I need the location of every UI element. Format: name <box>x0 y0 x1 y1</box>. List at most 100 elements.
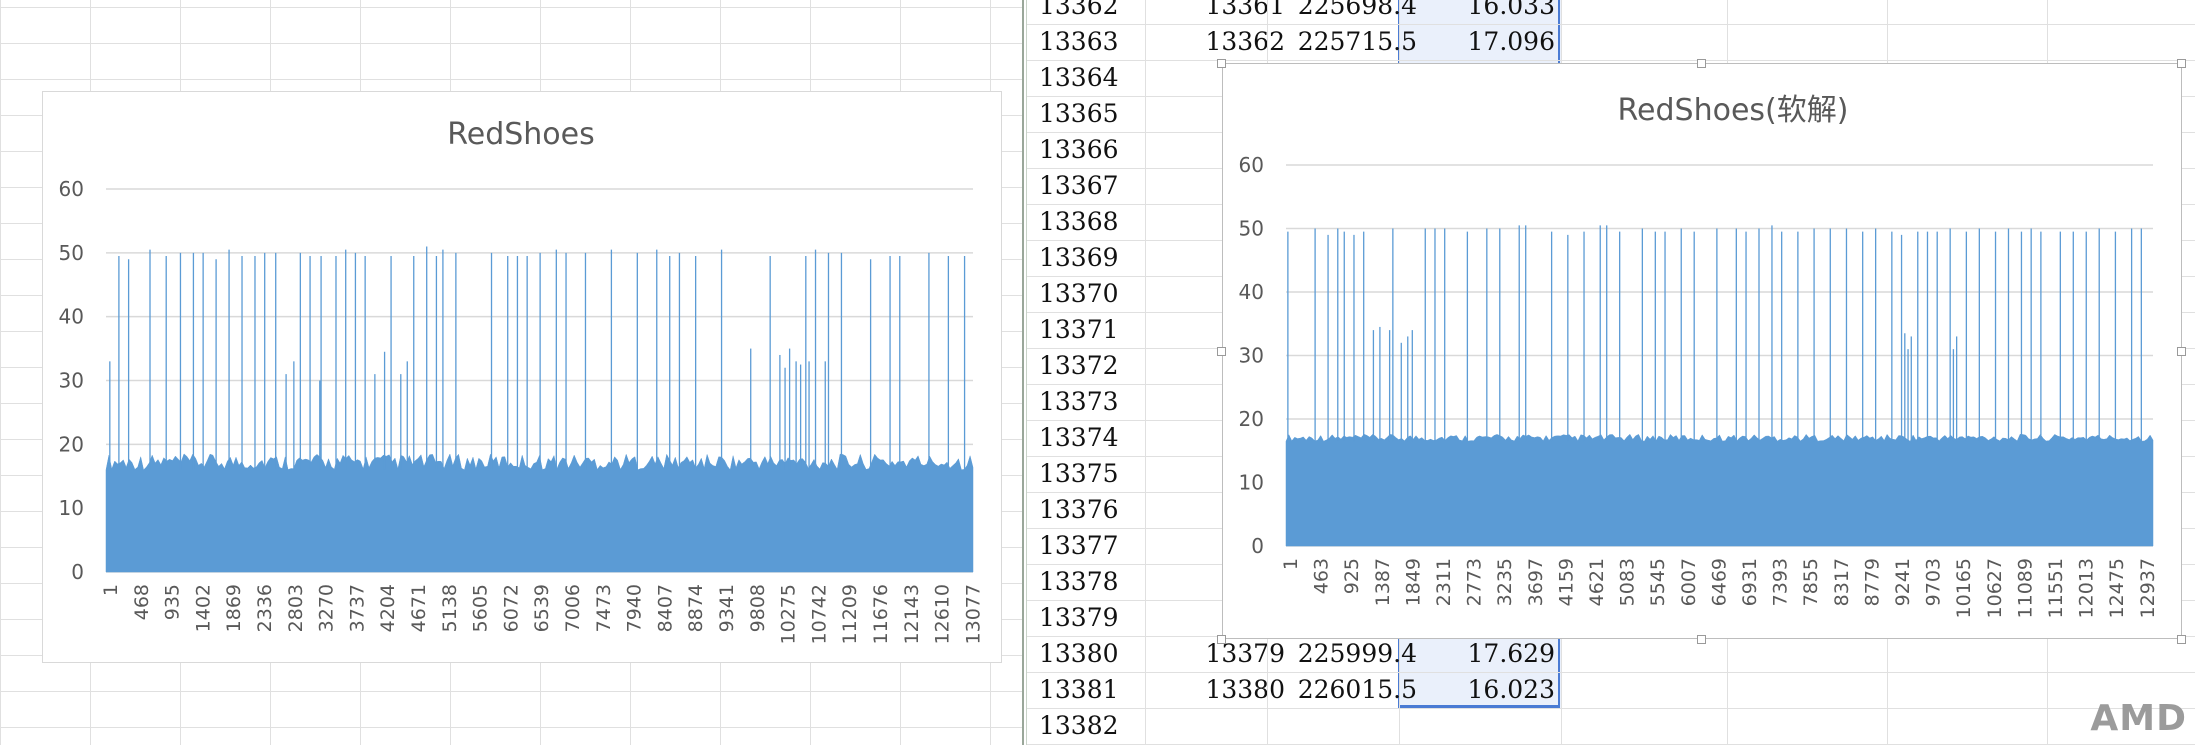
cell-col-c[interactable]: 226015.5 <box>1297 675 1417 704</box>
row-header[interactable]: 13363 <box>1039 27 1119 56</box>
x-tick-label: 4204 <box>377 584 399 632</box>
row-header[interactable]: 13381 <box>1039 675 1119 704</box>
x-tick-label: 5083 <box>1617 558 1639 606</box>
chart-redshoes-soft-decode[interactable]: RedShoes(软解) 0 10 20 30 40 50 60 1 463 925 1387 1849… <box>1222 63 2182 639</box>
x-tick-label: 3235 <box>1494 558 1516 606</box>
cell-col-d[interactable]: 17.096 <box>1467 27 1555 56</box>
x-tick-label: 11089 <box>2014 558 2036 618</box>
resize-handle-mr[interactable] <box>2177 347 2186 356</box>
cell-col-c[interactable]: 225698.4 <box>1297 0 1417 20</box>
cell-col-b[interactable]: 13380 <box>1205 675 1285 704</box>
x-tick-label: 925 <box>1341 558 1363 594</box>
row-header[interactable]: 13382 <box>1039 711 1119 740</box>
x-tick-label: 10165 <box>1953 558 1975 618</box>
chart-redshoes-soft-decode-svg: RedShoes(软解) 0 10 20 30 40 50 60 1 463 925 1387 1849… <box>1239 93 2159 618</box>
row-header[interactable]: 13378 <box>1039 567 1119 596</box>
row-header[interactable]: 13371 <box>1039 315 1119 344</box>
resize-handle-bc[interactable] <box>1697 635 1706 644</box>
row-header[interactable]: 13369 <box>1039 243 1119 272</box>
x-tick-label: 2803 <box>285 584 307 632</box>
x-tick-label: 1869 <box>223 584 245 632</box>
cell-col-c[interactable]: 225999.4 <box>1297 639 1417 668</box>
cell-col-d[interactable]: 16.033 <box>1467 0 1555 20</box>
x-tick-label: 8874 <box>685 584 707 632</box>
cell-col-b[interactable]: 13361 <box>1205 0 1285 20</box>
row-gridline <box>1027 708 2195 709</box>
x-tick-label: 6539 <box>531 584 553 632</box>
series-area <box>1285 433 2154 547</box>
cell-col-c[interactable]: 225715.5 <box>1297 27 1417 56</box>
column-gridline <box>1145 0 1146 745</box>
x-tick-label: 11551 <box>2045 558 2067 618</box>
row-header[interactable]: 13366 <box>1039 135 1119 164</box>
row-header[interactable]: 13362 <box>1039 0 1119 20</box>
x-tick-label: 6072 <box>500 584 522 632</box>
y-tick-label: 30 <box>59 369 84 393</box>
x-tick-label: 7473 <box>593 584 615 632</box>
cell-col-b[interactable]: 13379 <box>1205 639 1285 668</box>
row-gridline <box>1027 60 2195 61</box>
cell-col-d[interactable] <box>1399 708 1555 744</box>
x-tick-label: 1 <box>100 584 122 596</box>
x-tick-label: 10275 <box>778 584 800 644</box>
x-tick-label: 5545 <box>1647 558 1669 606</box>
x-tick-label: 12475 <box>2106 558 2128 618</box>
y-tick-label: 50 <box>59 241 84 265</box>
x-tick-label: 5138 <box>439 584 461 632</box>
y-tick-label: 0 <box>71 560 84 584</box>
x-tick-label: 3270 <box>316 584 338 632</box>
cell-col-d[interactable]: 16.023 <box>1467 675 1555 704</box>
x-tick-label: 9703 <box>1923 558 1945 606</box>
cell-col-c[interactable] <box>1267 708 1417 744</box>
x-tick-label: 8407 <box>654 584 676 632</box>
x-tick-label: 4621 <box>1586 558 1608 606</box>
row-header[interactable]: 13364 <box>1039 63 1119 92</box>
resize-handle-tr[interactable] <box>2177 59 2186 68</box>
x-tick-label: 4159 <box>1555 558 1577 606</box>
x-tick-label: 12013 <box>2076 558 2098 618</box>
y-tick-label: 60 <box>59 177 84 201</box>
row-header[interactable]: 13368 <box>1039 207 1119 236</box>
row-header[interactable]: 13377 <box>1039 531 1119 560</box>
pane-split-divider[interactable] <box>1022 0 1024 745</box>
x-tick-label: 468 <box>131 584 153 620</box>
x-tick-label: 8317 <box>1831 558 1853 606</box>
x-tick-label: 935 <box>162 584 184 620</box>
y-tick-label: 20 <box>59 432 84 456</box>
x-tick-label: 3737 <box>346 584 368 632</box>
row-header[interactable]: 13375 <box>1039 459 1119 488</box>
resize-handle-br[interactable] <box>2177 635 2186 644</box>
x-tick-label: 1 <box>1280 558 1302 570</box>
x-tick-label: 6469 <box>1708 558 1730 606</box>
x-tick-label: 9808 <box>747 584 769 632</box>
row-header[interactable]: 13374 <box>1039 423 1119 452</box>
row-header[interactable]: 13372 <box>1039 351 1119 380</box>
row-header[interactable]: 13370 <box>1039 279 1119 308</box>
x-tick-label: 10627 <box>1984 558 2006 618</box>
x-tick-label: 5605 <box>470 584 492 632</box>
pane-split-divider-inner <box>1026 0 1027 745</box>
resize-handle-tl[interactable] <box>1217 59 1226 68</box>
x-tick-label: 7393 <box>1770 558 1792 606</box>
cell-col-d[interactable]: 17.629 <box>1467 639 1555 668</box>
y-tick-label: 50 <box>1239 217 1264 241</box>
cell-col-b[interactable] <box>1145 708 1285 744</box>
x-tick-label: 9341 <box>716 584 738 632</box>
x-tick-label: 12937 <box>2137 558 2159 618</box>
row-gridline <box>1027 24 2195 25</box>
row-header[interactable]: 13365 <box>1039 99 1119 128</box>
row-header[interactable]: 13379 <box>1039 603 1119 632</box>
resize-handle-bl[interactable] <box>1217 635 1226 644</box>
cell-col-b[interactable]: 13362 <box>1205 27 1285 56</box>
row-header[interactable]: 13380 <box>1039 639 1119 668</box>
chart-redshoes[interactable]: RedShoes 0 10 20 30 40 50 60 1 468 935 1402 1869 2336… <box>42 91 1002 663</box>
resize-handle-ml[interactable] <box>1217 347 1226 356</box>
row-header[interactable]: 13367 <box>1039 171 1119 200</box>
y-tick-label: 0 <box>1251 534 1264 558</box>
x-tick-label: 1387 <box>1372 558 1394 606</box>
row-header[interactable]: 13376 <box>1039 495 1119 524</box>
x-tick-label: 11209 <box>839 584 861 644</box>
y-tick-label: 40 <box>59 305 84 329</box>
row-header[interactable]: 13373 <box>1039 387 1119 416</box>
resize-handle-tc[interactable] <box>1697 59 1706 68</box>
